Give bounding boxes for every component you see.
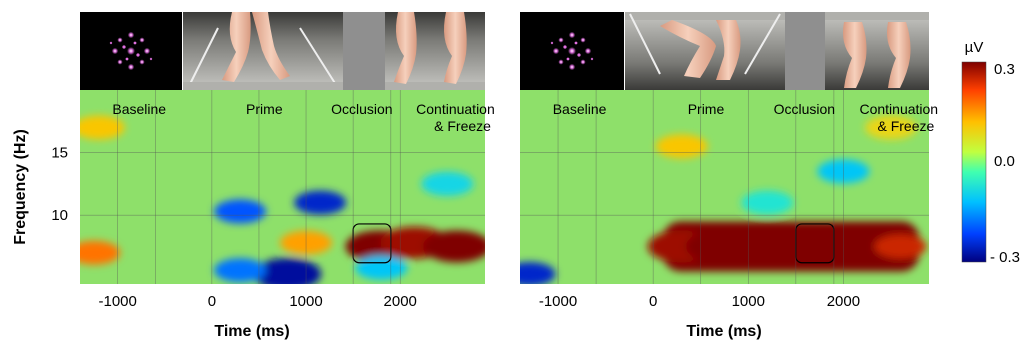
- y-axis-label: Frequency (Hz): [12, 129, 29, 245]
- phase-label: Prime: [688, 101, 725, 117]
- phase-label: Occlusion: [331, 101, 392, 117]
- stimulus-strip: [80, 12, 485, 90]
- stimulus-strip: [520, 12, 929, 90]
- heatmap-blob: [655, 134, 708, 159]
- colorbar: µV 0.3 0.0 - 0.3: [961, 39, 1020, 266]
- upright-legs-walking-photo: [183, 12, 343, 90]
- phase-label: Baseline: [112, 101, 166, 117]
- heatmap-blob: [520, 261, 556, 284]
- phase-label: Continuation & Freeze: [859, 101, 938, 134]
- colorbar-unit-label: µV: [965, 39, 984, 56]
- heatmap-blob: [741, 190, 794, 215]
- upright-panel: Baseline Prime Occlusion Continuation & Free…: [12, 12, 495, 340]
- phase-label: Continuation & Freeze: [416, 101, 495, 134]
- heatmap: [520, 90, 929, 284]
- grid: [520, 90, 929, 284]
- upright-legs-continuation-photo: [385, 12, 485, 90]
- inverted-legs-continuation-photo: [825, 12, 929, 90]
- phase-label: Prime: [246, 101, 283, 117]
- inverted-legs-walking-photo: [625, 12, 785, 90]
- fixation-dots-icon: [550, 31, 594, 71]
- colorbar-max-label: 0.3: [994, 61, 1015, 78]
- gray-occluder-block: [785, 12, 825, 90]
- x-tick-label: 1000: [289, 293, 322, 310]
- heatmap: [80, 90, 485, 284]
- x-tick-label: 0: [208, 293, 216, 310]
- x-tick-label: 2000: [827, 293, 860, 310]
- heatmap-blob: [355, 255, 408, 280]
- heatmap-blob: [80, 240, 121, 265]
- heatmap-blob: [422, 230, 485, 263]
- heatmap-blob: [294, 190, 347, 215]
- inverted-panel: Baseline Prime Occlusion Continuation & Free…: [520, 12, 938, 340]
- heatmap-blob: [421, 171, 474, 196]
- colorbar-mid-label: 0.0: [994, 153, 1015, 170]
- heatmap-blob: [874, 234, 927, 259]
- x-tick-label: 0: [649, 293, 657, 310]
- x-axis-label: Time (ms): [214, 323, 289, 340]
- x-tick-label: 2000: [384, 293, 417, 310]
- gray-occluder-block: [343, 12, 385, 90]
- x-tick-label: -1000: [98, 293, 136, 310]
- x-tick-label: -1000: [539, 293, 577, 310]
- heatmap-blob: [864, 115, 917, 140]
- phase-label: Baseline: [553, 101, 607, 117]
- x-tick-label: 1000: [732, 293, 765, 310]
- grid: [80, 90, 485, 284]
- y-tick-label: 10: [51, 207, 68, 224]
- x-axis-label: Time (ms): [686, 323, 761, 340]
- phase-label: Occlusion: [774, 101, 835, 117]
- heatmap-blob: [80, 115, 125, 140]
- heatmap-blob: [214, 199, 267, 224]
- heatmap-blob: [214, 258, 267, 283]
- colorbar-gradient: [961, 61, 987, 263]
- y-tick-label: 15: [51, 145, 68, 162]
- heatmap-blob: [253, 257, 322, 284]
- fixation-dots-icon: [109, 31, 153, 71]
- colorbar-min-label: - 0.3: [990, 249, 1020, 266]
